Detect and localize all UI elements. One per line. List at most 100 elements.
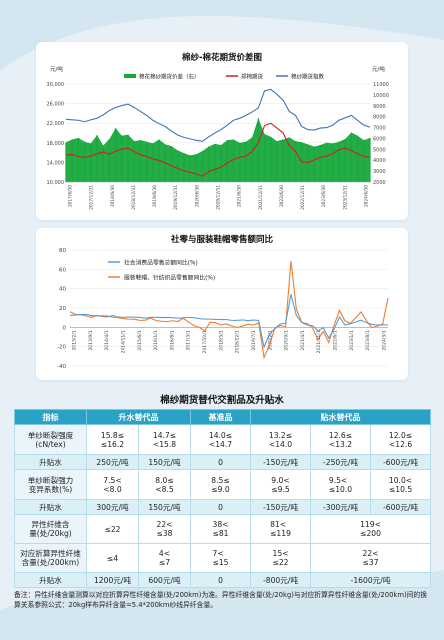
- y-tick-label-left: 10,000: [47, 180, 65, 186]
- legend-swatch-spread: [124, 74, 136, 78]
- header-discount: 贴水替代品: [249, 409, 432, 425]
- table-cell: 81< ≤119: [250, 514, 311, 544]
- table-cell: 0: [190, 454, 251, 470]
- header-premium: 升水替代品: [86, 409, 191, 425]
- table-title: 棉纱期货替代交割品及升贴水: [160, 395, 284, 406]
- x-tick-label: 2021/11/1: [316, 330, 322, 353]
- table-cell: 9.0< ≤9.5: [250, 469, 311, 500]
- x-tick-label: 2017/6/30: [68, 185, 74, 207]
- table-cell: 13.2≤ <14.0: [250, 424, 311, 455]
- table-cell: 38< ≤81: [190, 514, 251, 544]
- table-cell: 0: [190, 499, 251, 515]
- table-row: 单纱断裂强度 (cN/tex) 15.8≤ ≤16.2 14.7≤ <15.8 14.…: [14, 424, 432, 455]
- table-cell: -150元/吨: [250, 454, 311, 470]
- left-unit: 元/吨: [50, 65, 63, 73]
- table-cell: 4< ≤7: [138, 543, 191, 573]
- x-tick-label: 2020/12/31: [216, 185, 222, 210]
- x-tick-label: 2013/2/1: [72, 330, 78, 350]
- y-tick-label-right: 6000: [373, 136, 386, 142]
- x-tick-label: 2013/9/1: [88, 330, 94, 350]
- x-tick-label: 2017/12/31: [89, 185, 95, 210]
- x-tick-label: 2018/12/1: [235, 330, 241, 353]
- legend-label-spread: 棉花棉纱期货价差（右）: [139, 73, 200, 81]
- y-tick-label-left: 26,000: [47, 102, 65, 108]
- x-tick-label: 2020/2/1: [267, 330, 273, 350]
- x-tick-label: 2020/6/30: [194, 185, 200, 207]
- table-cell: -600元/吨: [369, 454, 432, 470]
- table-cell: 7.5< <8.0: [86, 469, 139, 500]
- table-cell: -1600元/吨: [309, 572, 432, 588]
- y-tick-label-right: 10000: [373, 93, 389, 99]
- table-cell: -250元/吨: [310, 454, 371, 470]
- series-apparel-line: [69, 260, 389, 360]
- y-tick-label-right: 11000: [373, 82, 389, 88]
- table-cell: 300元/吨: [86, 499, 139, 515]
- row-label-cv: 单纱断裂强力 变异系数(%): [14, 469, 87, 500]
- table-cell: 12.6≤ <13.2: [310, 424, 371, 455]
- spread-chart: 棉纱-棉花期货价差图 元/吨 元/吨 棉花棉纱期货价差（右） 郑棉期货 棉纱期货…: [47, 52, 389, 210]
- x-tick-label: 2023/1/1: [349, 330, 355, 350]
- y-tick-label: 60: [59, 267, 66, 273]
- row-label-adj: 升贴水: [14, 454, 87, 470]
- header-indicator: 指标: [14, 409, 87, 425]
- x-tick-label: 2023/8/1: [365, 330, 371, 350]
- table-cell: ≤4: [86, 543, 139, 573]
- table-cell: -300元/吨: [310, 499, 371, 515]
- table-cell: 15< ≤22: [250, 543, 311, 573]
- row-label-fiber: 异性纤维含 量(处/20kg): [14, 514, 87, 544]
- table-cell: 10.0< ≤10.5: [369, 469, 432, 500]
- table-row: 升贴水 250元/吨 150元/吨 0 -150元/吨 -250元/吨 -600…: [14, 454, 432, 470]
- substitute-table: 指标 升水替代品 基准品 贴水替代品 单纱断裂强度 (cN/tex) 15.8≤ ≤…: [14, 409, 432, 588]
- y-tick-label-right: 8000: [373, 115, 386, 121]
- y-tick-label-right: 7000: [373, 126, 386, 132]
- y-tick-label: -40: [57, 364, 66, 370]
- x-tick-label: 2016/8/1: [169, 330, 175, 350]
- x-tick-label: 2023/12/31: [342, 185, 348, 210]
- y-tick-label-right: 5000: [373, 147, 386, 153]
- y-tick-label: 80: [59, 248, 66, 254]
- x-tick-label: 2018/12/31: [131, 185, 137, 210]
- spread-area: [66, 118, 370, 182]
- series-index-line: [65, 88, 371, 142]
- x-tick-label: 2019/12/31: [173, 185, 179, 210]
- table-cell: -600元/吨: [369, 499, 432, 515]
- chart-title: 社零与服装鞋帽零售额同比: [170, 234, 274, 245]
- legend: 社会消费品零售总额同比(%) 服装鞋帽、针纺织品零售额同比(%): [108, 259, 215, 282]
- y-tick-label: 0: [63, 325, 67, 331]
- y-tick-label-left: 30,000: [47, 82, 65, 88]
- table-cell: -150元/吨: [250, 499, 311, 515]
- y-tick-label-left: 22,000: [47, 121, 65, 127]
- legend-label-index: 棉纱期货指数: [291, 73, 325, 81]
- x-tick-label: 2018/6/30: [110, 185, 116, 207]
- row-label-adj: 升贴水: [14, 499, 87, 515]
- table-cell: 8.5≤ ≤9.0: [190, 469, 251, 500]
- legend-label-apparel: 服装鞋帽、针纺织品零售额同比(%): [124, 274, 215, 282]
- x-tick-label: 2022/12/31: [300, 185, 306, 210]
- x-tick-label: 2015/6/1: [137, 330, 143, 350]
- x-tick-label: 2014/4/1: [104, 330, 110, 350]
- x-tick-label: 2016/1/1: [153, 330, 159, 350]
- series-zce-line: [65, 122, 371, 177]
- table-cell: 22< ≤38: [138, 514, 191, 544]
- table-cell: 15.8≤ ≤16.2: [86, 424, 139, 455]
- retail-chart: 社零与服装鞋帽零售额同比 社会消费品零售总额同比(%) 服装鞋帽、针纺织品零售额…: [57, 234, 389, 370]
- x-tick-label: 2021/4/1: [300, 330, 306, 350]
- y-tick-label-right: 9000: [373, 104, 386, 110]
- x-tick-label: 2024/3/1: [382, 330, 388, 350]
- y-tick-label-right: 3000: [373, 169, 386, 175]
- table-cell: ≤22: [86, 514, 139, 544]
- x-tick-label: 2019/7/1: [251, 330, 257, 350]
- x-tick-label: 2023/6/30: [321, 185, 327, 207]
- table-cell: 1200元/吨: [86, 572, 139, 588]
- y-tick-label: -20: [57, 345, 66, 351]
- retail-chart-panel: 社零与服装鞋帽零售额同比 社会消费品零售总额同比(%) 服装鞋帽、针纺织品零售额…: [36, 228, 408, 380]
- x-tick-label: 2018/5/1: [218, 330, 224, 350]
- table-cell: 150元/吨: [138, 454, 191, 470]
- table-cell: 0: [190, 572, 251, 588]
- table-cell: 600元/吨: [138, 572, 191, 588]
- table-row: 对应折算异性纤维 含量(处/200km) ≤4 4< ≤7 7< ≤15 15< ≤22…: [14, 543, 432, 573]
- right-unit: 元/吨: [372, 65, 385, 73]
- table-row: 升贴水 1200元/吨 600元/吨 0 -800元/吨 -1600元/吨: [14, 572, 432, 588]
- table-cell: 8.0≤ <8.5: [138, 469, 191, 500]
- y-tick-label: 40: [59, 287, 66, 293]
